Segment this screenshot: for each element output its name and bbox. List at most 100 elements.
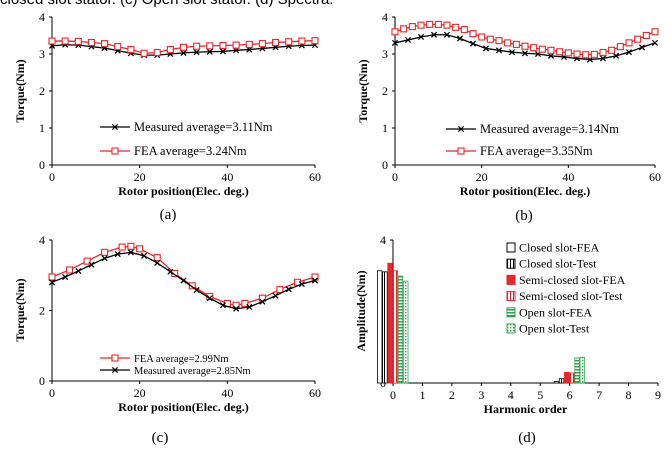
data-point — [634, 35, 642, 43]
data-point — [417, 21, 425, 29]
data-point — [206, 42, 214, 50]
legend-label: Semi-closed slot-Test — [519, 289, 623, 303]
data-point — [206, 295, 213, 302]
panel-caption: (d) — [518, 430, 536, 446]
data-point — [193, 49, 200, 56]
data-point — [478, 33, 486, 41]
bar-series-4 — [392, 270, 575, 384]
data-point — [127, 242, 135, 250]
data-point — [400, 25, 408, 33]
data-point — [573, 50, 581, 58]
data-point — [193, 42, 201, 50]
x-tick-label: 40 — [221, 170, 233, 184]
data-point — [88, 261, 95, 268]
y-tick-label: 2 — [382, 84, 388, 98]
data-point — [404, 36, 412, 43]
data-point — [61, 37, 69, 45]
bar — [392, 270, 398, 384]
data-point — [101, 248, 109, 256]
data-point — [590, 50, 598, 58]
bar — [579, 356, 586, 384]
bar — [376, 270, 383, 384]
bar — [558, 378, 565, 384]
legend-label: Measured average=3.11Nm — [134, 120, 273, 134]
data-point — [193, 286, 200, 294]
legend-label: Open slot-Test — [519, 322, 590, 336]
data-point — [625, 39, 633, 47]
data-point — [651, 39, 659, 46]
x-tick-label: 0 — [49, 386, 55, 400]
data-point — [136, 245, 144, 253]
x-axis-label: Rotor position(Elec. deg.) — [460, 184, 590, 198]
data-point — [456, 35, 464, 42]
x-axis-label: Harmonic order — [484, 402, 568, 416]
x-tick-label: 60 — [649, 170, 661, 184]
data-point — [219, 48, 227, 55]
data-point — [241, 299, 249, 308]
data-point — [311, 277, 319, 284]
data-point — [508, 49, 516, 56]
data-point — [206, 48, 213, 55]
x-tick-label: 7 — [596, 388, 602, 402]
data-point — [272, 292, 279, 299]
legend-marker — [457, 125, 465, 133]
figure-caption-fragment: closed slot stator. (c) Open slot stator… — [0, 0, 671, 11]
data-point — [564, 49, 572, 57]
y-tick-label: 3 — [382, 47, 388, 61]
legend-label: Measured average=2.85Nm — [134, 366, 251, 377]
legend: Measured average=3.11Nm FEA average=3.24N… — [100, 120, 273, 158]
legend: Closed slot-FEA Closed slot-Test Semi-clos… — [506, 241, 626, 336]
data-point — [599, 55, 607, 62]
data-point — [118, 243, 126, 251]
data-point — [188, 282, 196, 290]
legend-label: Closed slot-Test — [519, 257, 597, 271]
legend-label: FEA average=3.24Nm — [134, 144, 247, 158]
x-tick-label: 8 — [626, 388, 632, 402]
data-point — [642, 31, 650, 40]
data-point — [285, 38, 293, 46]
legend-swatch — [506, 307, 516, 318]
data-point — [391, 39, 399, 46]
data-point — [530, 44, 538, 52]
data-point — [179, 43, 188, 51]
y-tick-label: 0 — [39, 158, 45, 172]
data-point — [469, 40, 477, 47]
data-point — [65, 266, 74, 274]
legend: Measured average=3.14Nm FEA average=3.35N… — [446, 122, 619, 158]
data-point — [434, 20, 442, 28]
series-1 — [391, 31, 659, 63]
data-point — [140, 49, 148, 57]
data-point — [547, 52, 555, 59]
data-point — [495, 47, 503, 54]
x-tick-label: 1 — [419, 388, 425, 402]
data-point — [469, 30, 477, 38]
legend-marker — [111, 354, 119, 362]
data-point — [114, 251, 121, 258]
legend-label: Closed slot-FEA — [519, 241, 600, 255]
data-point — [582, 51, 590, 59]
data-point — [219, 302, 227, 309]
data-point — [48, 279, 56, 286]
data-point — [245, 40, 253, 48]
bar-series-1 — [376, 270, 560, 384]
data-point — [154, 259, 161, 266]
data-point — [180, 49, 187, 56]
data-point — [521, 50, 529, 57]
data-point — [638, 44, 646, 51]
legend-label: FEA average=2.99Nm — [134, 354, 229, 365]
legend-marker — [111, 366, 119, 374]
data-point — [651, 28, 659, 36]
bar — [564, 371, 570, 384]
data-point — [153, 48, 161, 57]
bar — [569, 372, 575, 384]
x-tick-label: 20 — [134, 170, 146, 184]
x-tick-label: 40 — [221, 386, 233, 400]
x-tick-label: 9 — [655, 388, 661, 402]
data-point — [460, 26, 468, 34]
y-tick-label: 1 — [39, 121, 45, 135]
bar-series-6 — [402, 280, 586, 384]
